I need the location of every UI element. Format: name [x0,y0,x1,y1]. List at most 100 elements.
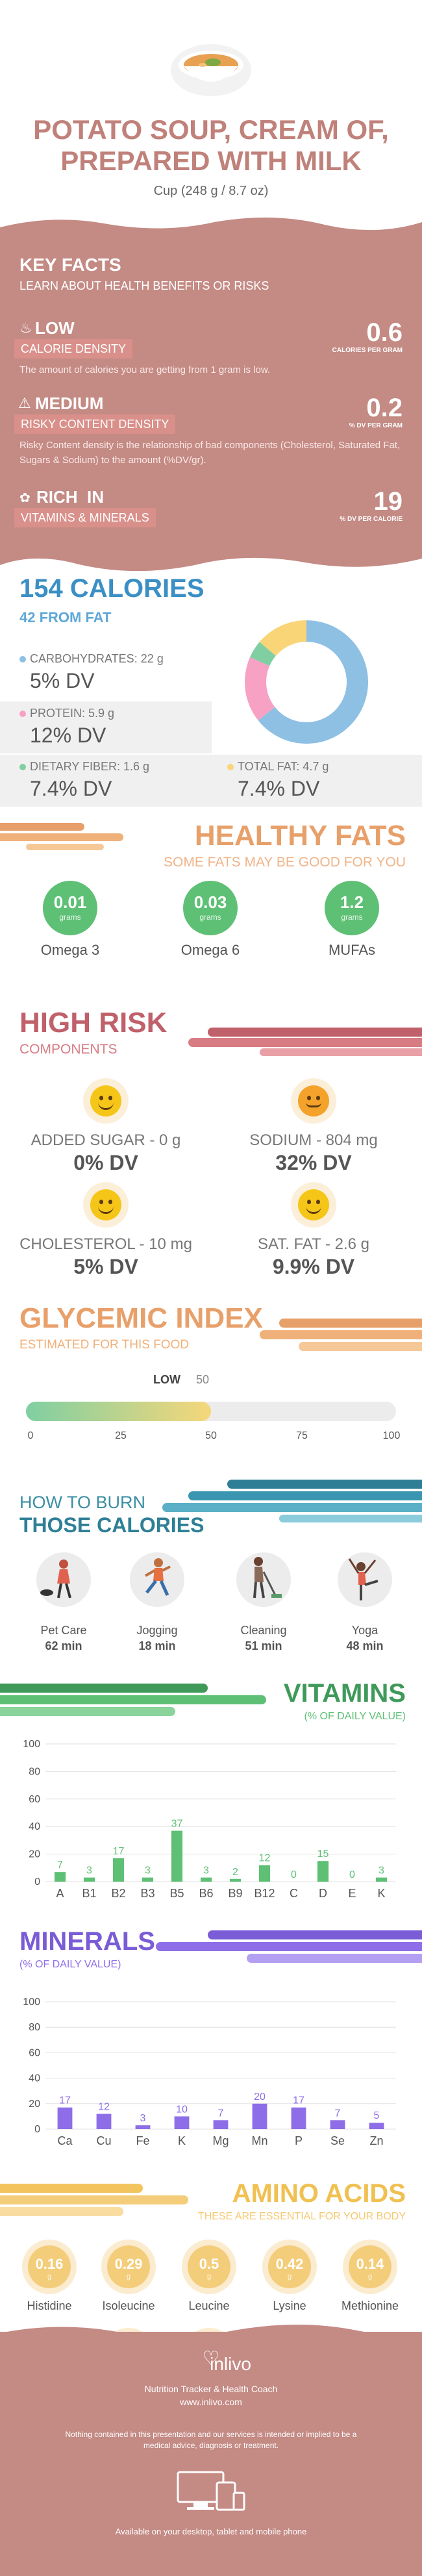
high-risk-subtitle: COMPONENTS [19,1042,118,1057]
carbs-label: CARBOHYDRATES: 22 g [30,652,164,665]
yoga-name: Yoga [351,1624,379,1637]
carbs-row: CARBOHYDRATES: 22 g [19,652,164,666]
bar-b2 [112,1858,125,1882]
x-tick-label: Mg [212,2134,229,2147]
y-tick-label: 0 [34,2124,40,2135]
rich-in-value: 19 [373,487,403,516]
bar-mg [213,2120,229,2129]
footer-available: Available on your desktop, tablet and mo… [115,2527,307,2536]
key-facts-section: KEY FACTS LEARN ABOUT HEALTH BENEFITS OR… [0,214,422,573]
page-title: POTATO SOUP, CREAM OF, PREPARED WITH MIL… [33,114,389,176]
footer-url[interactable]: www.inlivo.com [180,2397,242,2407]
calorie-density-unit: CALORIES PER GRAM [332,347,403,354]
amino-unit: g [206,2273,212,2280]
omega-6-name: Omega 6 [180,942,240,958]
bar-value-label: 2 [232,1867,238,1878]
x-tick-label: K [178,2134,186,2147]
risky-content-level: MEDIUM [35,394,104,413]
amino-value: 0.42 [275,2256,304,2272]
footer-tagline: Nutrition Tracker & Health Coach [144,2384,278,2394]
y-tick-label: 100 [23,1997,40,2008]
fiber-row: DIETARY FIBER: 1.6 g [19,760,149,774]
cleaning-minutes: 51 min [245,1639,282,1652]
protein-dot [19,711,26,717]
cleaning-icon [236,1552,291,1607]
devices-icon [177,2467,245,2517]
protein-dv: 12% DV [30,724,106,747]
footer-brand: inlivo [210,2354,251,2374]
amino-circle-histidine: 0.16 g [22,2240,77,2294]
bar-value-label: 0 [349,1869,355,1880]
amino-circle-isoleucine: 0.29 g [101,2240,156,2294]
amino-circle-lysine: 0.42 g [262,2240,317,2294]
x-tick-label: Se [330,2134,345,2147]
mufas-name: MUFAs [328,942,376,958]
amino-subtitle: THESE ARE ESSENTIAL FOR YOUR BODY [197,2211,406,2222]
macronutrient-donut-chart [245,620,368,744]
healthy-fats-title: HEALTHY FATS [194,820,406,852]
bar-k [174,2116,190,2129]
calories-from-fat: 42 FROM FAT [19,609,112,625]
sodium-label: SODIUM - 804 mg [249,1131,378,1149]
y-tick-label: 20 [29,1849,40,1860]
y-tick-label: 40 [29,2073,40,2084]
jogging-minutes: 18 min [138,1639,176,1652]
y-tick-label: 80 [29,1766,40,1777]
footer-disclaimer: Nothing contained in this presentation a… [65,2430,357,2450]
amino-unit: g [287,2273,292,2280]
smiley-happy-icon [291,1182,336,1228]
x-tick-label: A [56,1887,64,1900]
bar-mn [252,2103,267,2129]
calorie-density-desc: The amount of calories you are getting f… [19,364,271,375]
yoga-minutes: 48 min [346,1639,384,1652]
bar-value-label: 37 [171,1819,183,1830]
x-tick-label: E [348,1887,356,1900]
y-tick-label: 40 [29,1821,40,1832]
smiley-happy-icon [83,1078,129,1124]
smiley-happy-icon [83,1182,129,1228]
amino-unit: g [126,2273,131,2280]
bar-value-label: 12 [98,2101,110,2112]
amino-value: 0.16 [35,2256,64,2272]
mufas-unit: grams [341,913,363,922]
bar-value-label: 20 [254,2091,266,2102]
amino-name: Methionine [341,2299,399,2312]
soup-bowl-image [169,32,253,97]
warning-icon: ⚠ [18,395,31,411]
calories-title: 154 CALORIES [19,574,205,603]
cholesterol-label: CHOLESTEROL - 10 mg [19,1235,192,1253]
x-tick-label: B9 [228,1887,242,1900]
glycemic-stripes [260,1319,422,1351]
pet-care-minutes: 62 min [45,1639,82,1652]
jogging-icon [130,1552,184,1607]
high-risk-stripes [188,1028,422,1056]
amino-name: Isoleucine [102,2299,155,2312]
x-tick-label: K [377,1887,385,1900]
bar-cu [96,2114,112,2129]
glycemic-level: LOW [153,1373,180,1386]
bar-fe [135,2125,151,2129]
minerals-subtitle: (% OF DAILY VALUE) [19,1959,121,1970]
pet-care-icon [36,1552,91,1607]
cholesterol-dv: 5% DV [73,1255,138,1278]
bar-d [317,1861,329,1882]
bar-value-label: 7 [57,1860,63,1871]
bar-ca [57,2107,73,2129]
gi-tick: 75 [296,1430,308,1441]
risky-content-desc: Risky Content density is the relationshi… [19,440,401,466]
rich-in-level: RICH IN [36,487,104,507]
x-tick-label: D [319,1887,327,1900]
protein-row: PROTEIN: 5.9 g [19,707,114,720]
fiber-fat-panel [0,755,422,807]
x-tick-label: B2 [111,1887,125,1900]
x-tick-label: C [290,1887,298,1900]
key-facts-subtitle: LEARN ABOUT HEALTH BENEFITS OR RISKS [19,279,269,292]
risky-content-value: 0.2 [366,394,403,422]
minerals-title: MINERALS [19,1927,155,1956]
bar-value-label: 3 [145,1865,151,1876]
bar-b5 [171,1830,183,1882]
amino-name: Histidine [27,2299,72,2312]
omega-6-circle: 0.03 grams [183,881,238,935]
carbs-dv: 5% DV [30,669,95,692]
jogging-name: Jogging [136,1624,178,1637]
